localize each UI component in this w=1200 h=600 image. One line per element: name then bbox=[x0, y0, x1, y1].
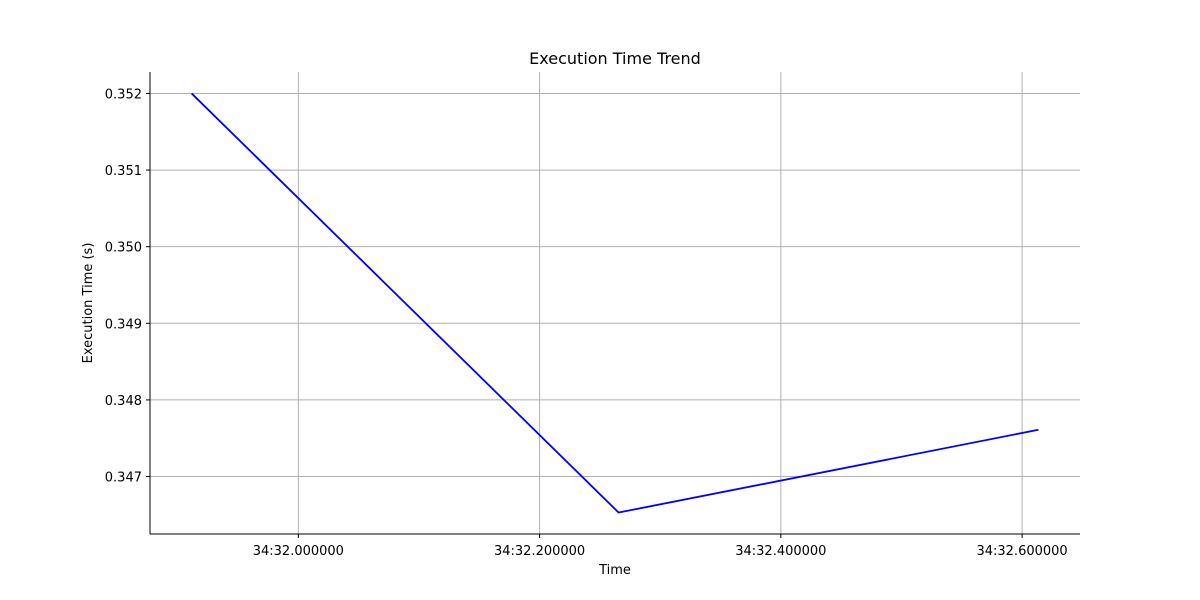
x-tick-label: 34:32.400000 bbox=[735, 544, 826, 559]
chart-title: Execution Time Trend bbox=[529, 49, 701, 68]
x-tick-label: 34:32.600000 bbox=[976, 544, 1067, 559]
y-axis-label: Execution Time (s) bbox=[81, 243, 96, 364]
ticks: 34:32.000000 34:32.200000 34:32.400000 34:3… bbox=[105, 87, 1068, 559]
y-tick-label: 0.350 bbox=[105, 241, 142, 256]
x-axis-label: Time bbox=[598, 563, 631, 578]
y-tick-label: 0.352 bbox=[105, 87, 142, 102]
y-tick-label: 0.351 bbox=[105, 164, 142, 179]
y-tick-label: 0.349 bbox=[105, 317, 142, 332]
axes bbox=[149, 72, 1080, 535]
x-tick-label: 34:32.200000 bbox=[494, 544, 585, 559]
grid bbox=[150, 72, 1080, 534]
series-layer bbox=[190, 92, 1039, 514]
y-tick-label: 0.347 bbox=[105, 471, 142, 486]
y-tick-label: 0.348 bbox=[105, 394, 142, 409]
series-line bbox=[190, 92, 1039, 514]
x-tick-label: 34:32.000000 bbox=[253, 544, 344, 559]
